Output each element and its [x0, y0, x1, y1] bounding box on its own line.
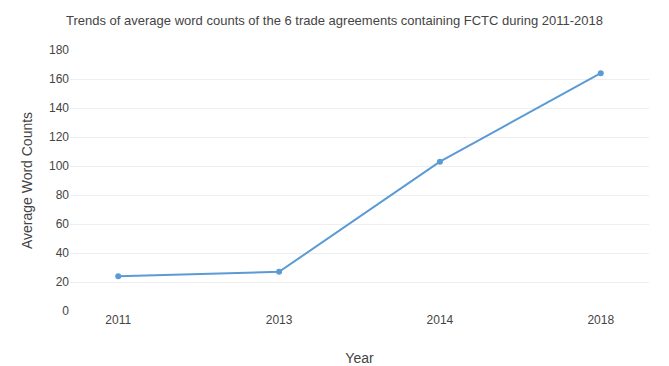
- svg-text:Trends of average word counts: Trends of average word counts of the 6 t…: [66, 13, 603, 28]
- svg-text:140: 140: [49, 101, 69, 115]
- svg-text:60: 60: [56, 217, 70, 231]
- svg-text:80: 80: [56, 188, 70, 202]
- svg-text:100: 100: [49, 159, 69, 173]
- svg-text:120: 120: [49, 130, 69, 144]
- svg-text:2011: 2011: [105, 313, 131, 327]
- svg-text:2014: 2014: [427, 313, 454, 327]
- svg-text:180: 180: [49, 43, 69, 57]
- svg-text:Year: Year: [345, 350, 374, 366]
- svg-text:2018: 2018: [587, 313, 614, 327]
- svg-text:0: 0: [62, 304, 69, 318]
- svg-text:20: 20: [56, 275, 70, 289]
- svg-text:160: 160: [49, 72, 69, 86]
- svg-text:40: 40: [56, 246, 70, 260]
- svg-text:Average Word Counts: Average Word Counts: [19, 112, 35, 249]
- svg-text:2013: 2013: [266, 313, 293, 327]
